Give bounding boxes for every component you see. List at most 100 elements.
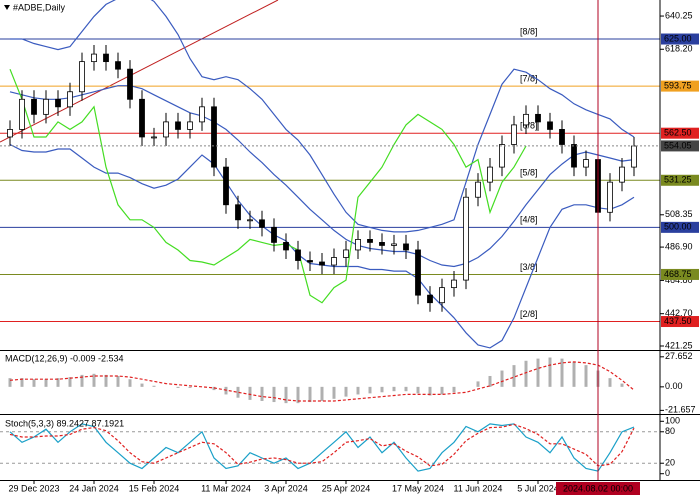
macd-bar [608, 378, 612, 387]
candle-body [259, 219, 265, 228]
candle-body [427, 294, 433, 304]
macd-bar [176, 386, 180, 388]
macd-bar [104, 374, 108, 387]
y-tick-label: 486.90 [665, 241, 693, 251]
candle-body [43, 98, 49, 115]
macd-bar [272, 386, 276, 403]
macd-bar [512, 365, 516, 387]
macd-bar [584, 365, 588, 387]
macd-bar [440, 386, 444, 395]
level-tag: [6/8] [520, 121, 538, 131]
candle-body [607, 181, 613, 213]
level-label: 562.50 [664, 128, 692, 138]
candle-body [91, 53, 97, 63]
candle-body [19, 98, 25, 130]
candle-body [511, 124, 517, 145]
y-tick-label: 27.652 [665, 351, 693, 361]
candle-body [163, 121, 169, 138]
candle-body [151, 136, 157, 139]
macd-bar [44, 379, 48, 387]
candle-body [319, 261, 325, 266]
macd-bar [548, 357, 552, 387]
macd-bar [416, 386, 420, 394]
macd-bar [128, 379, 132, 387]
level-tag: [4/8] [520, 215, 538, 225]
macd-bar [404, 386, 408, 392]
macd-bar [476, 381, 480, 387]
candle-body [103, 53, 109, 63]
stoch-d-line [9, 423, 635, 467]
candle-body [391, 243, 397, 246]
macd-bar [56, 378, 60, 387]
candle-body [571, 144, 577, 168]
level-label-box [661, 80, 699, 92]
candle-body [331, 257, 337, 266]
signal-line [9, 361, 635, 402]
macd-bar [524, 360, 528, 387]
y-tick-label: 20 [665, 458, 675, 468]
macd-bar [320, 386, 324, 401]
candle-body [199, 106, 205, 123]
level-label: 625.00 [664, 33, 692, 43]
level-tag: [7/8] [520, 73, 538, 83]
candle-body [271, 226, 277, 243]
candle-body [403, 243, 409, 251]
macd-bar [620, 383, 624, 387]
stoch-k-line [9, 423, 635, 472]
macd-bar [560, 358, 564, 387]
macd-bar [116, 375, 120, 387]
macd-bar [152, 385, 156, 387]
level-label-box [661, 127, 699, 139]
candle-body [379, 242, 385, 246]
candle-body [475, 181, 481, 198]
candle-body [283, 242, 289, 251]
level-label: 468.75 [664, 269, 692, 279]
macd-bar [308, 386, 312, 403]
x-tick-label: 25 Apr 2024 [322, 483, 371, 493]
candle-body [439, 287, 445, 304]
stoch-title: Stoch(5,3,3) 89.2427 87.1921 [5, 418, 124, 428]
chart-title: #ADBE,Daily [13, 2, 66, 12]
candle-body [583, 159, 589, 168]
macd-bar [80, 374, 84, 387]
y-tick-label: 0 [665, 468, 670, 478]
macd-bar [236, 386, 240, 398]
y-tick-label: 508.35 [665, 209, 693, 219]
level-tag: [8/8] [520, 26, 538, 36]
level-label-box [661, 174, 699, 186]
candle-body [31, 98, 37, 115]
level-label-box [661, 316, 699, 328]
candle-body [559, 129, 565, 145]
macd-bar [536, 358, 540, 387]
level-label: 437.50 [664, 316, 692, 326]
candle-body [307, 260, 313, 263]
x-tick-label: 3 Apr 2024 [264, 483, 308, 493]
candle-body [139, 98, 145, 138]
level-tag: [3/8] [520, 262, 538, 272]
y-tick-label: 421.25 [665, 340, 693, 350]
macd-bar [392, 386, 396, 392]
candle-body [175, 121, 181, 130]
candle-body [487, 166, 493, 183]
macd-bar [188, 386, 192, 388]
x-tick-label: 29 Dec 2023 [8, 483, 59, 493]
macd-bar [296, 386, 300, 404]
candle-body [187, 121, 193, 130]
candle-body [127, 68, 133, 100]
x-tick-label: 24 Jan 2024 [69, 483, 119, 493]
macd-bar [32, 379, 36, 387]
candle-body [343, 249, 349, 258]
macd-bar [368, 386, 372, 394]
level-label: 531.25 [664, 175, 692, 185]
macd-bar [380, 386, 384, 393]
candle-body [415, 249, 421, 296]
y-tick-label: -21.657 [665, 405, 696, 415]
macd-bar [344, 386, 348, 397]
x-tick-label: 17 May 2024 [392, 483, 444, 493]
candle-body [67, 91, 73, 108]
candle-body [295, 249, 301, 261]
candle-body [463, 196, 469, 281]
macd-bar [260, 386, 264, 401]
level-tag: [5/8] [520, 168, 538, 178]
macd-bar [8, 378, 12, 387]
